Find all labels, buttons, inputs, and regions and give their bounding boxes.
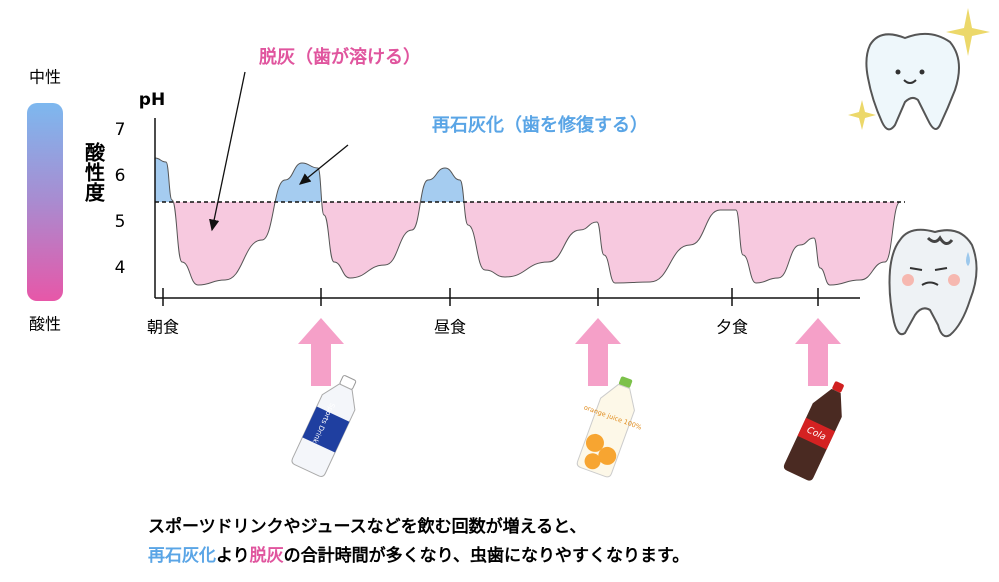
- ph-curve: [154, 157, 901, 286]
- remineralization-label: 再石灰化（歯を修復する）: [432, 114, 648, 136]
- caption-part: の合計時間が多くなり、虫歯になりやすくなります。: [284, 545, 690, 566]
- demineralization-label: 脱灰（歯が溶ける）: [259, 46, 421, 68]
- caption-line2: 再石灰化より脱灰の合計時間が多くなり、虫歯になりやすくなります。: [148, 545, 689, 566]
- caption-part: 脱灰: [250, 545, 284, 566]
- acidity-scale: [27, 103, 63, 301]
- y-tick-label: 7: [115, 120, 126, 140]
- y-tick-label: 6: [115, 166, 126, 186]
- caption-part: より: [216, 546, 250, 566]
- side-title: 酸性度: [82, 141, 106, 203]
- y-axis-title: pH: [139, 90, 165, 110]
- ph-line: [154, 157, 901, 286]
- caption-part: 再石灰化: [148, 546, 216, 566]
- x-ticks: [162, 288, 819, 306]
- sports-drink-bottle: Sports Drink: [291, 375, 357, 477]
- x-label: 昼食: [434, 318, 466, 337]
- cola-bottle: Cola: [783, 381, 844, 481]
- annotation-arrow: [298, 144, 349, 185]
- drink-arrows: [298, 318, 841, 386]
- scale-bottom: 酸性: [29, 315, 61, 334]
- x-label: 朝食: [147, 318, 179, 337]
- orange-juice-bottle: orange juice 100%: [576, 376, 643, 478]
- y-tick-label: 5: [115, 212, 126, 232]
- caption-line1: スポーツドリンクやジュースなどを飲む回数が増えると、: [148, 516, 586, 537]
- annotation-arrow: [209, 71, 246, 232]
- decayed-tooth: [888, 228, 978, 338]
- scale-top: 中性: [29, 68, 61, 87]
- x-label: 夕食: [716, 318, 748, 337]
- y-tick-label: 4: [115, 258, 126, 278]
- demineralization-area: [155, 202, 900, 285]
- healthy-tooth: [848, 8, 990, 131]
